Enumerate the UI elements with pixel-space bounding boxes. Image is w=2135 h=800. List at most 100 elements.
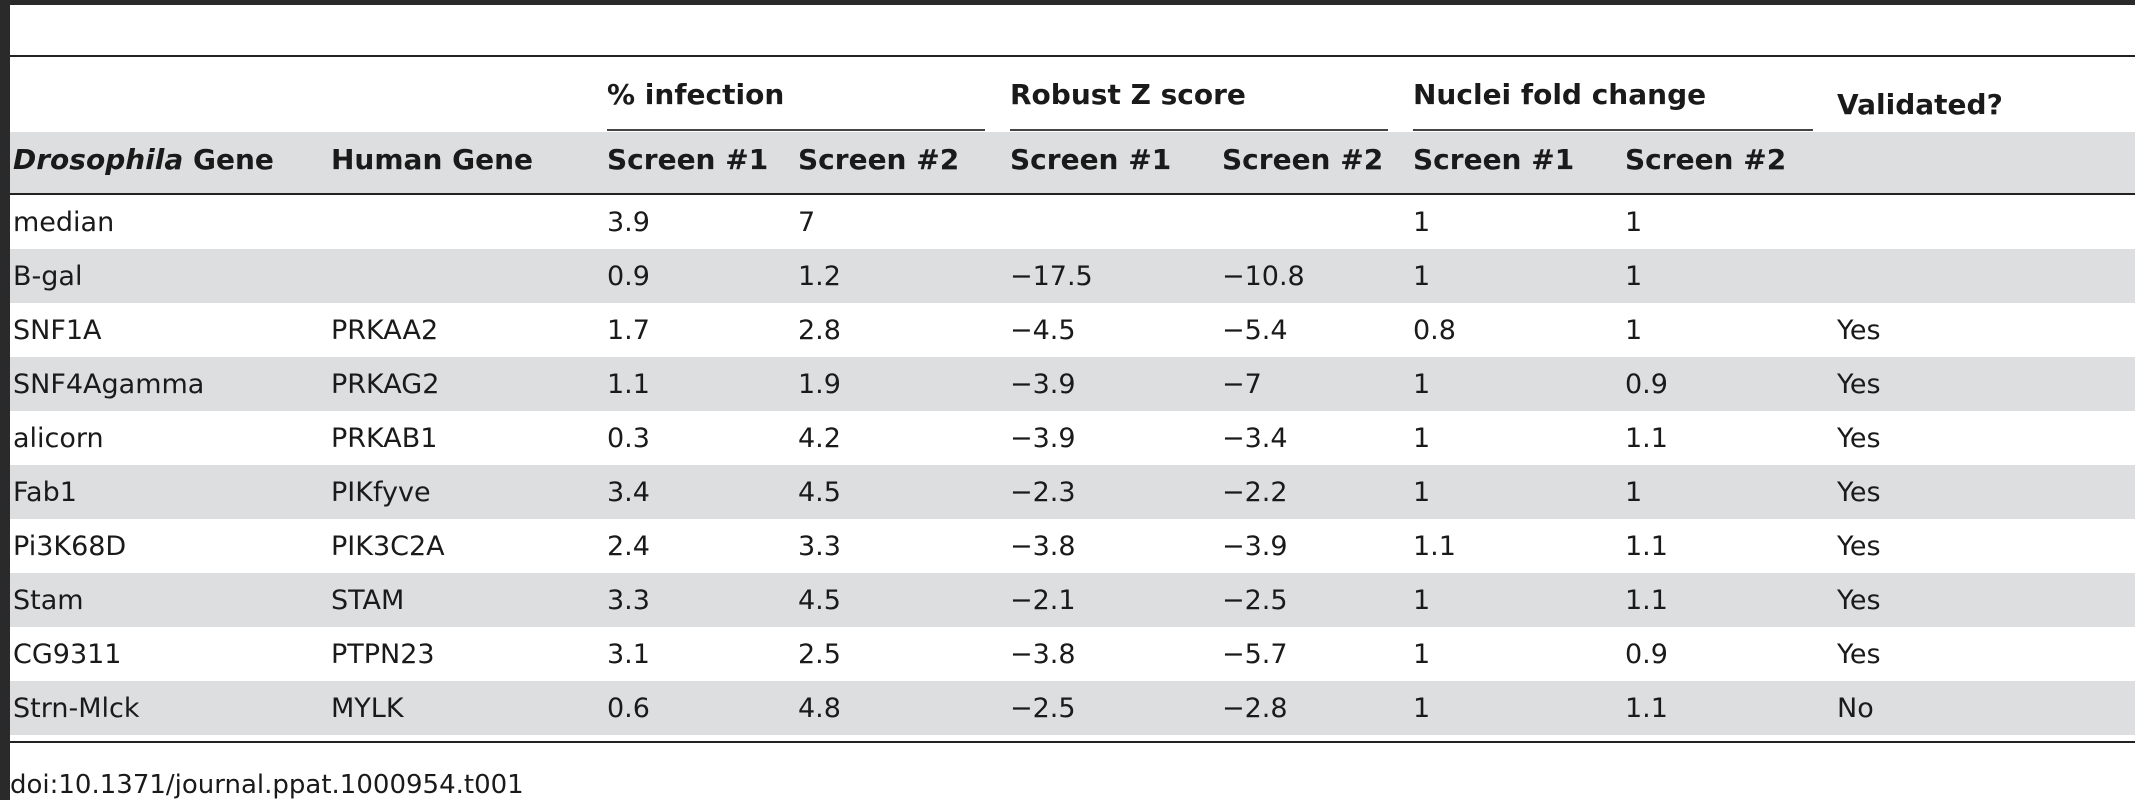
cell-human-gene: PIK3C2A [331,531,445,562]
col-header-drosophila-gene: Drosophila Gene [13,146,274,174]
cell-z-screen2: −7 [1222,369,1262,400]
cell-nuclei-screen1: 1 [1413,477,1431,508]
cell-nuclei-screen1: 1 [1413,639,1431,670]
cell-z-screen2: −2.2 [1222,477,1288,508]
column-header-band [10,132,2135,194]
cell-human-gene: MYLK [331,693,404,724]
cell-infection-screen1: 0.3 [607,423,650,454]
cell-nuclei-screen1: 1 [1413,369,1431,400]
col-header-gene-suffix: Gene [183,143,274,176]
col-header-z-screen1: Screen #1 [1010,143,1172,176]
cell-drosophila-gene: Fab1 [13,477,77,508]
cell-nuclei-screen2: 1 [1625,315,1643,346]
cell-infection-screen2: 4.5 [798,477,841,508]
left-border [0,0,10,800]
group-rule-robust-z [1010,129,1388,131]
cell-z-screen1: −2.5 [1010,693,1076,724]
cell-drosophila-gene: median [13,207,115,238]
cell-validated: Yes [1837,585,1881,616]
cell-validated: Yes [1837,369,1881,400]
cell-infection-screen2: 1.9 [798,369,841,400]
table-bottom-rule [10,741,2135,743]
row-band [10,573,2135,627]
cell-drosophila-gene: SNF4Agamma [13,369,205,400]
cell-infection-screen2: 4.5 [798,585,841,616]
cell-human-gene: PRKAB1 [331,423,438,454]
cell-nuclei-screen2: 1.1 [1625,693,1668,724]
col-header-infection-screen1: Screen #1 [607,143,769,176]
cell-nuclei-screen2: 1 [1625,477,1643,508]
cell-infection-screen2: 2.5 [798,639,841,670]
cell-nuclei-screen2: 0.9 [1625,369,1668,400]
cell-infection-screen1: 3.1 [607,639,650,670]
cell-nuclei-screen1: 1.1 [1413,531,1456,562]
cell-z-screen2: −3.4 [1222,423,1288,454]
row-band [10,681,2135,735]
cell-z-screen1: −3.9 [1010,369,1076,400]
cell-nuclei-screen1: 1 [1413,261,1431,292]
col-header-drosophila-italic: Drosophila [13,143,184,176]
cell-drosophila-gene: SNF1A [13,315,102,346]
cell-z-screen2: −5.7 [1222,639,1288,670]
cell-infection-screen2: 2.8 [798,315,841,346]
cell-nuclei-screen1: 1 [1413,207,1431,238]
cell-z-screen2: −2.8 [1222,693,1288,724]
cell-validated: No [1837,693,1874,724]
cell-z-screen1: −4.5 [1010,315,1076,346]
row-band [10,249,2135,303]
cell-infection-screen1: 1.7 [607,315,650,346]
cell-infection-screen1: 2.4 [607,531,650,562]
cell-nuclei-screen2: 1.1 [1625,531,1668,562]
cell-human-gene: PIKfyve [331,477,431,508]
cell-infection-screen2: 3.3 [798,531,841,562]
cell-human-gene: PTPN23 [331,639,435,670]
cell-z-screen1: −3.9 [1010,423,1076,454]
cell-drosophila-gene: Strn-Mlck [13,693,140,724]
cell-infection-screen1: 0.6 [607,693,650,724]
group-header-nuclei: Nuclei fold change [1413,78,1707,111]
cell-infection-screen1: 1.1 [607,369,650,400]
cell-drosophila-gene: B-gal [13,261,83,292]
cell-human-gene: PRKAA2 [331,315,439,346]
cell-z-screen1: −2.1 [1010,585,1076,616]
cell-z-screen2: −10.8 [1222,261,1305,292]
row-band [10,357,2135,411]
cell-infection-screen1: 0.9 [607,261,650,292]
header-bottom-rule [10,193,2135,195]
cell-drosophila-gene: CG9311 [13,639,122,670]
cell-nuclei-screen2: 1.1 [1625,585,1668,616]
cell-nuclei-screen2: 1 [1625,261,1643,292]
cell-nuclei-screen1: 1 [1413,423,1431,454]
cell-infection-screen2: 1.2 [798,261,841,292]
cell-human-gene: STAM [331,585,405,616]
cell-validated: Yes [1837,639,1881,670]
cell-z-screen1: −3.8 [1010,639,1076,670]
cell-drosophila-gene: alicorn [13,423,104,454]
cell-infection-screen1: 3.4 [607,477,650,508]
col-header-infection-screen2: Screen #2 [798,143,960,176]
cell-nuclei-screen2: 0.9 [1625,639,1668,670]
cell-infection-screen1: 3.3 [607,585,650,616]
doi-caption: doi:10.1371/journal.ppat.1000954.t001 [10,770,524,800]
cell-z-screen2: −5.4 [1222,315,1288,346]
cell-validated: Yes [1837,315,1881,346]
col-header-z-screen2: Screen #2 [1222,143,1384,176]
cell-z-screen1: −2.3 [1010,477,1076,508]
cell-drosophila-gene: Pi3K68D [13,531,127,562]
cell-validated: Yes [1837,531,1881,562]
cell-nuclei-screen2: 1 [1625,207,1643,238]
cell-infection-screen1: 3.9 [607,207,650,238]
group-header-robust-z: Robust Z score [1010,78,1246,111]
cell-nuclei-screen2: 1.1 [1625,423,1668,454]
table-top-rule [10,55,2135,57]
cell-validated: Yes [1837,423,1881,454]
cell-z-screen2: −2.5 [1222,585,1288,616]
cell-z-screen1: −17.5 [1010,261,1093,292]
cell-infection-screen2: 7 [798,207,816,238]
group-rule-infection [607,129,985,131]
top-border [0,0,2135,5]
group-rule-nuclei [1413,129,1813,131]
cell-validated: Yes [1837,477,1881,508]
cell-nuclei-screen1: 1 [1413,585,1431,616]
row-band [10,465,2135,519]
